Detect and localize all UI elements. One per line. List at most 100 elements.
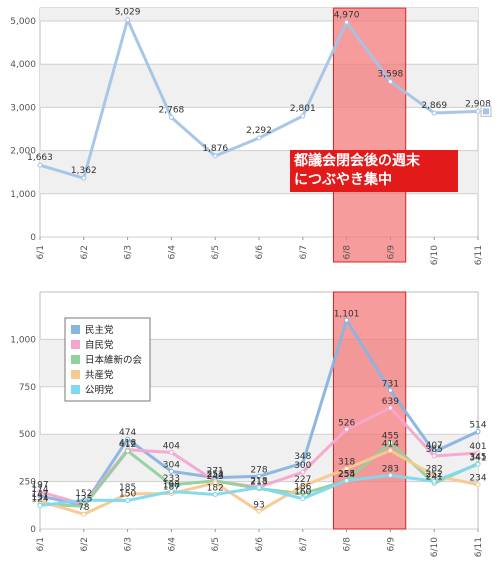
data-point [431, 110, 437, 116]
data-label: 514 [469, 421, 486, 431]
data-point [475, 108, 481, 114]
data-point [168, 449, 174, 455]
data-label: 78 [78, 503, 90, 513]
data-label: 197 [31, 481, 48, 491]
data-point [387, 472, 393, 478]
data-label: 254 [207, 470, 224, 480]
x-tick-label: 6/8 [343, 245, 353, 260]
data-label: 174 [31, 485, 48, 495]
data-point [431, 473, 437, 479]
data-label: 407 [426, 441, 443, 451]
data-label: 243 [207, 472, 224, 482]
data-label: 5,029 [115, 8, 141, 18]
data-point [212, 153, 218, 159]
y-tick-label: 3,000 [10, 103, 36, 113]
data-point [344, 317, 350, 323]
data-label: 187 [163, 483, 180, 493]
data-label: 1,101 [334, 309, 360, 319]
data-label: 124 [31, 494, 48, 504]
legend-swatch [71, 370, 80, 379]
highlight-band [332, 7, 407, 263]
legend-swatch [71, 340, 80, 349]
data-point [300, 460, 306, 466]
data-label: 1,663 [27, 153, 53, 163]
data-point [125, 448, 131, 454]
x-tick-label: 6/9 [386, 537, 396, 552]
data-label: 2,801 [290, 104, 316, 114]
data-label: 385 [426, 445, 443, 455]
data-label: 131 [31, 493, 48, 503]
data-point [125, 498, 131, 504]
data-label: 125 [75, 494, 92, 504]
data-point [344, 478, 350, 484]
data-label: 300 [294, 461, 311, 471]
data-label: 474 [119, 428, 136, 438]
x-tick-label: 6/6 [255, 245, 265, 260]
data-point [475, 429, 481, 435]
data-point [125, 491, 131, 497]
data-label: 182 [207, 483, 224, 493]
data-point [475, 461, 481, 467]
data-point [475, 450, 481, 456]
data-label: 304 [163, 460, 180, 470]
data-point [300, 496, 306, 502]
data-point [81, 175, 87, 181]
top-line-chart: 0 1,000 2,000 3,000 4,000 5,000 6/1 6/2 6/3 6/4 6/… [10, 7, 492, 265]
data-point [168, 114, 174, 120]
data-label: 345 [469, 453, 486, 463]
data-point [168, 488, 174, 494]
x-tick-label: 6/1 [36, 245, 46, 259]
data-point [387, 405, 393, 411]
x-tick-label: 6/2 [80, 245, 90, 259]
data-point [475, 482, 481, 488]
data-label: 160 [294, 488, 311, 498]
legend-label: 自民党 [85, 339, 114, 351]
data-point [256, 135, 262, 141]
data-label: 2,908 [465, 99, 491, 109]
data-label: 213 [250, 478, 267, 488]
data-point [344, 19, 350, 25]
data-label: 252 [426, 470, 443, 480]
legend-swatch [71, 355, 80, 364]
data-label: 1,876 [202, 144, 228, 154]
y-tick-label: 4,000 [10, 60, 36, 70]
data-label: 152 [75, 489, 92, 499]
data-point [300, 113, 306, 119]
data-point [37, 502, 43, 508]
data-point [256, 473, 262, 479]
data-point [387, 79, 393, 85]
y-tick-label: 500 [19, 430, 36, 440]
legend-swatch [71, 385, 80, 394]
data-label: 198 [163, 480, 180, 490]
data-label: 414 [382, 440, 399, 450]
x-tick-label: 6/2 [80, 537, 90, 551]
y-tick-label: 250 [19, 478, 36, 488]
data-point [81, 503, 87, 509]
legend-label: 共産党 [85, 369, 114, 381]
data-point [256, 485, 262, 491]
data-label: 418 [119, 439, 136, 449]
annotation-line1: 都議会閉会後の週末 [294, 153, 420, 169]
legend-swatch [71, 325, 80, 334]
x-tick-label: 6/5 [211, 537, 221, 551]
data-point [81, 511, 87, 517]
data-label: 348 [294, 452, 311, 462]
x-tick-label: 6/10 [430, 245, 440, 265]
data-point [37, 489, 43, 495]
x-tick-label: 6/9 [386, 245, 396, 260]
data-label: 254 [338, 470, 355, 480]
data-label: 455 [382, 432, 399, 442]
data-point [256, 508, 262, 514]
data-label: 278 [250, 465, 267, 475]
x-tick-label: 6/5 [211, 245, 221, 259]
plot-area [39, 7, 479, 238]
data-label: 271 [207, 467, 224, 477]
x-tick-label: 6/11 [474, 245, 484, 265]
y-tick-label: 0 [30, 233, 36, 243]
data-point [81, 497, 87, 503]
y-tick-label: 2,000 [10, 147, 36, 157]
data-point [431, 478, 437, 484]
data-label: 252 [207, 470, 224, 480]
data-point [300, 469, 306, 475]
annotation-line2: につぶやき集中 [294, 172, 392, 188]
